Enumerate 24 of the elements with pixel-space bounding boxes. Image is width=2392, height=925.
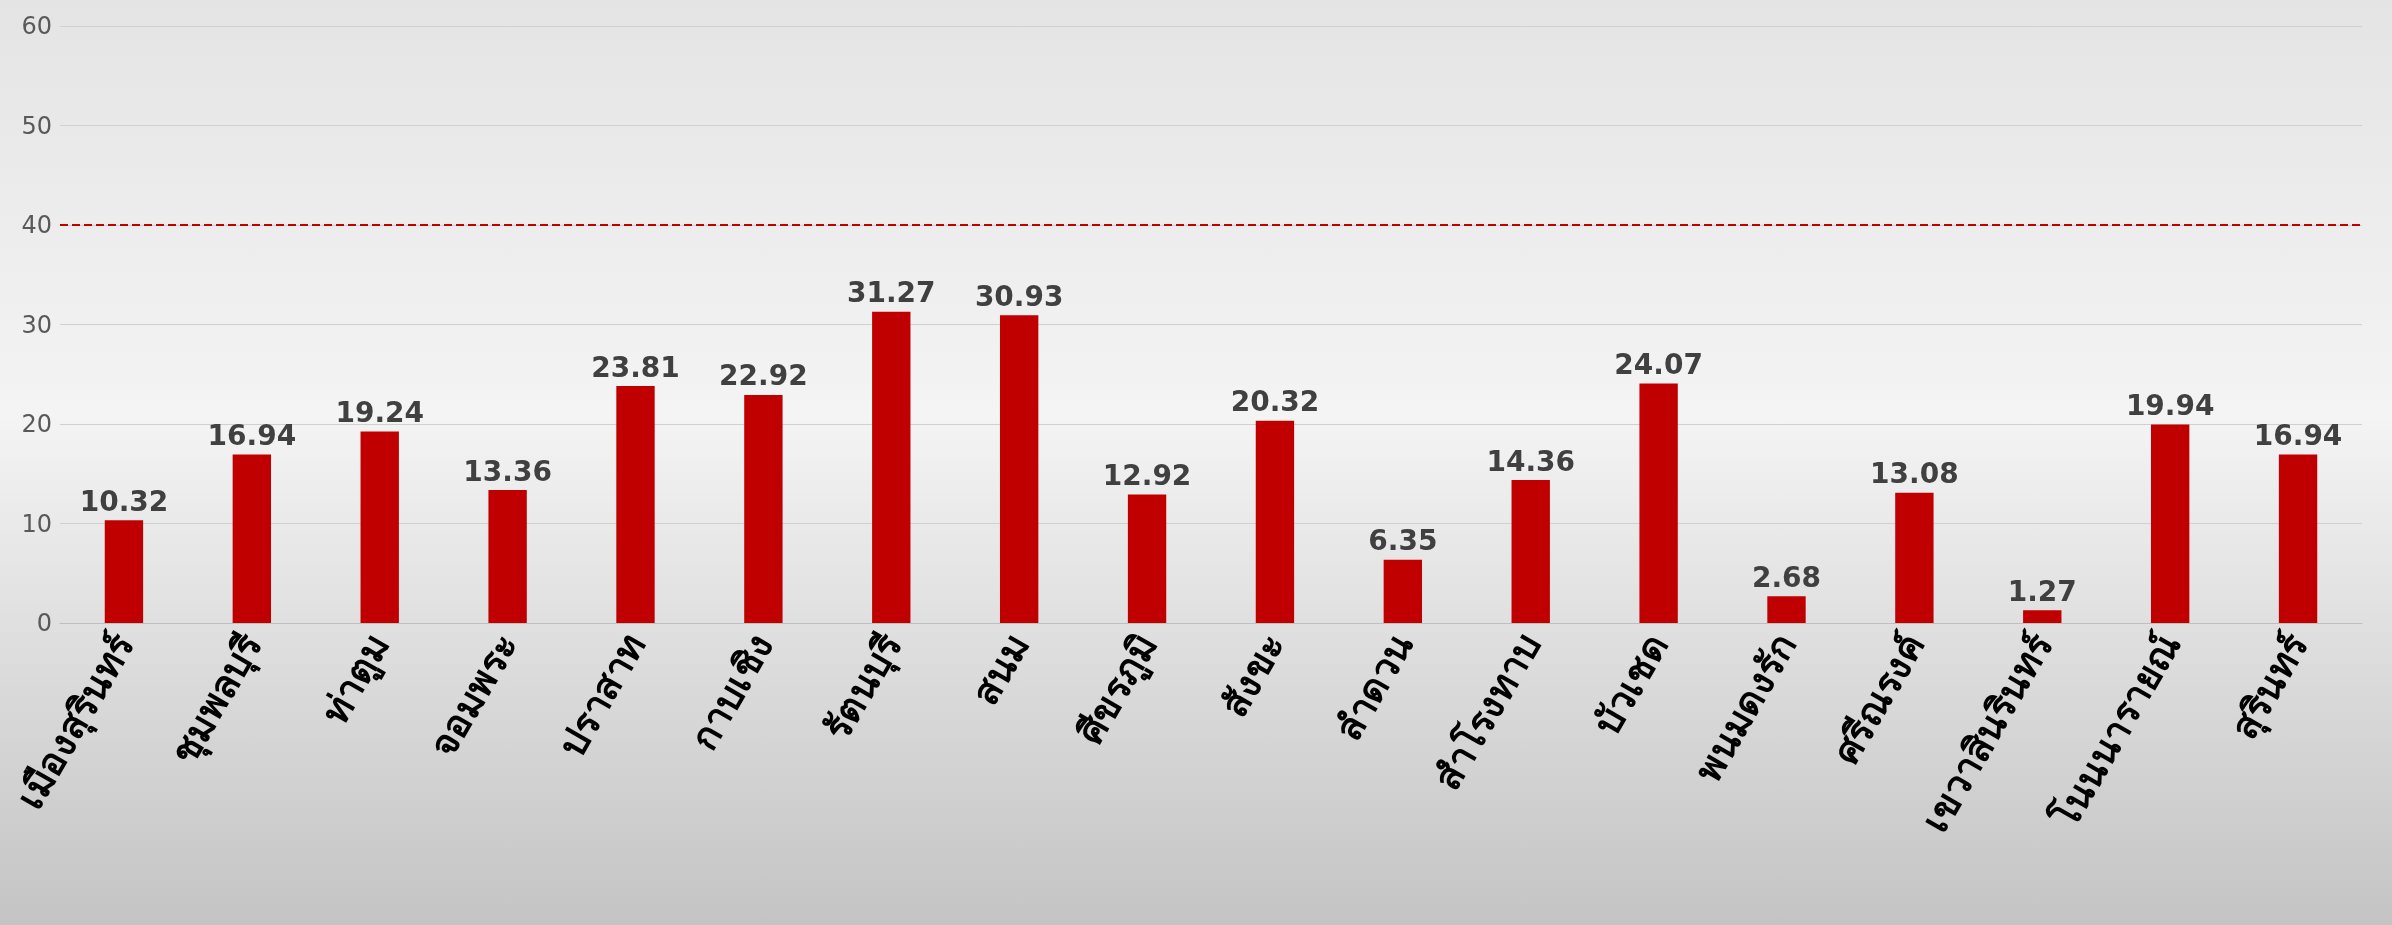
data-label: 13.36 [463,454,552,488]
data-label: 10.32 [79,484,169,518]
y-tick-label: 50 [21,111,52,140]
y-tick-label: 20 [21,410,52,438]
data-label: 20.32 [1230,385,1320,419]
data-label: 24.07 [1614,348,1703,381]
data-label: 19.24 [335,396,425,430]
y-tick-label: 10 [21,509,52,538]
data-label: 1.27 [2007,574,2077,608]
data-label: 16.94 [2253,418,2343,452]
data-label: 23.81 [591,350,680,384]
data-label: 22.92 [719,359,808,393]
data-label: 13.08 [1870,457,1959,491]
y-tick-label: 30 [21,310,52,339]
data-label: 6.35 [1368,524,1438,558]
data-label: 19.94 [2125,389,2215,423]
data-label: 14.36 [1486,444,1576,478]
y-tick-label: 60 [21,12,52,40]
data-label: 12.92 [1102,458,1192,492]
data-label: 16.94 [207,418,297,452]
data-label: 31.27 [846,276,936,310]
data-label: 2.68 [1751,560,1822,594]
y-tick-label: 40 [21,211,52,239]
data-label: 30.93 [974,279,1064,313]
